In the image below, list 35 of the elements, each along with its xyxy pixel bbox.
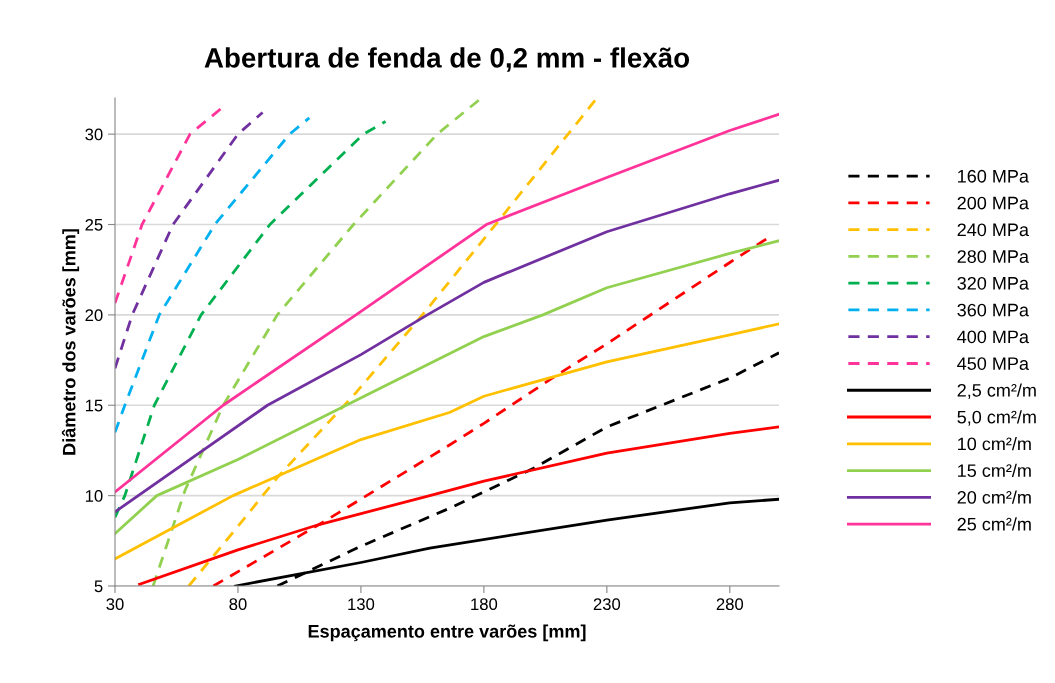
legend-label: 450 MPa <box>957 357 1029 370</box>
legend-label: 20 cm²/m <box>957 490 1031 504</box>
legend-label: 400 MPa <box>957 330 1029 344</box>
legend-label: 25 cm²/m <box>957 517 1031 531</box>
x-tick-label: 180 <box>471 598 498 611</box>
legend-label: 240 MPa <box>957 223 1029 237</box>
chart-title: Abertura de fenda de 0,2 mm - flexão <box>204 47 690 72</box>
x-tick-label: 130 <box>348 598 375 611</box>
line-series <box>115 107 223 305</box>
line-series <box>115 120 387 519</box>
y-tick-label: 20 <box>85 309 103 322</box>
x-tick-label: 280 <box>716 598 744 611</box>
legend-label: 2,5 cm²/m <box>957 383 1036 399</box>
legend-label: 160 MPa <box>958 169 1029 183</box>
legend-label: 15 cm²/m <box>958 463 1031 478</box>
legend-label: 5,0 cm²/m <box>957 410 1036 426</box>
line-series <box>115 178 779 514</box>
y-axis-title: Diâmetro dos varões [mm] <box>61 229 80 455</box>
legend-label: 200 MPa <box>957 196 1029 210</box>
legend-label: 10 cm²/m <box>958 437 1031 451</box>
y-tick-label: 30 <box>85 128 103 141</box>
legend-label: 280 MPa <box>957 250 1029 263</box>
y-tick-label: 10 <box>85 490 103 502</box>
line-series <box>115 112 779 494</box>
x-tick-label: 30 <box>106 598 124 611</box>
y-tick-label: 15 <box>85 399 103 412</box>
line-series <box>115 111 264 370</box>
y-tick-label: 5 <box>94 580 103 593</box>
x-tick-label: 80 <box>229 598 247 611</box>
x-axis-title: Espaçamento entre varões [mm] <box>308 624 586 642</box>
legend-label: 320 MPa <box>957 276 1029 290</box>
line-series <box>115 116 311 434</box>
legend-label: 360 MPa <box>957 303 1029 317</box>
y-tick-label: 25 <box>85 218 103 231</box>
x-tick-label: 230 <box>593 598 621 611</box>
